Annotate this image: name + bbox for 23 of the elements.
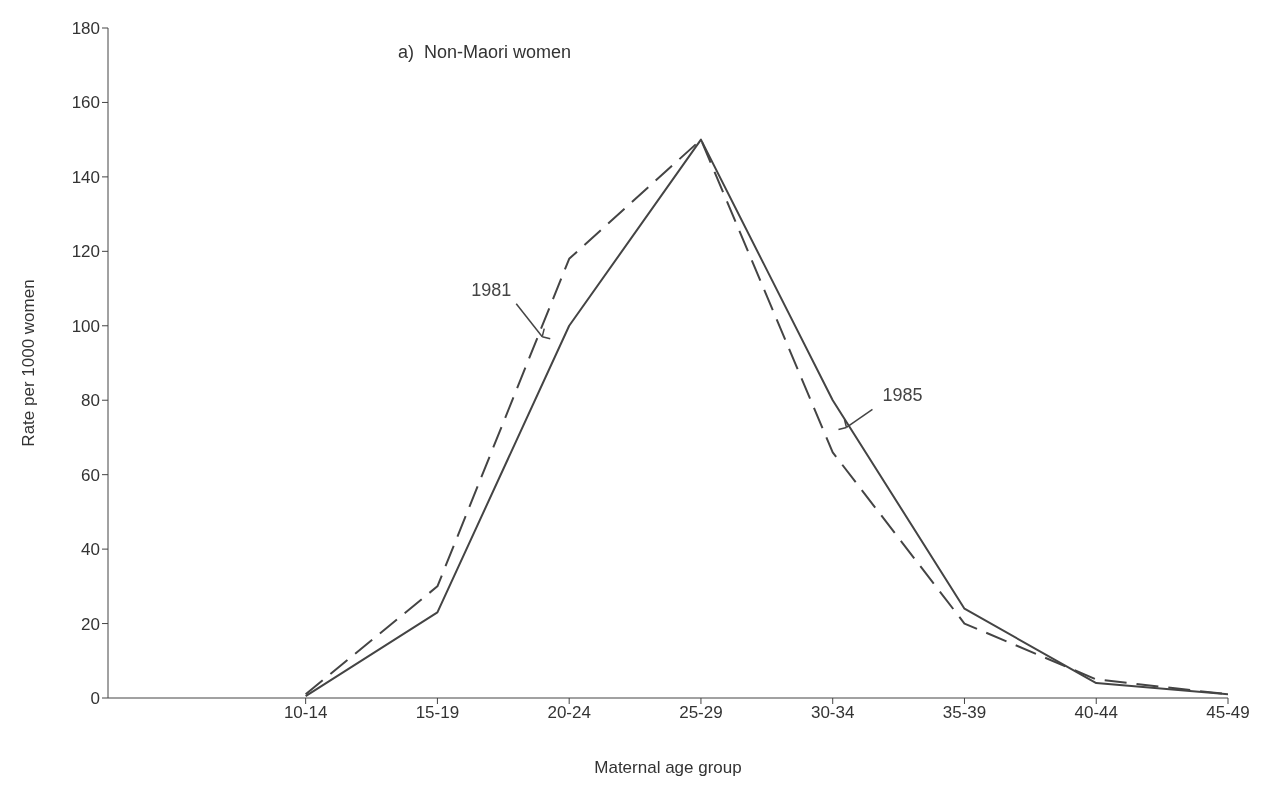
y-tick-label: 20	[81, 614, 100, 634]
y-tick-label: 60	[81, 465, 100, 485]
x-axis-title: Maternal age group	[594, 758, 742, 777]
x-tick-label: 20-24	[547, 703, 591, 723]
y-tick-label: 180	[71, 19, 100, 39]
y-axis-title: Rate per 1000 women	[19, 279, 39, 447]
x-tick-label: 40-44	[1074, 703, 1118, 723]
y-tick-label: 100	[71, 316, 100, 336]
x-tick-label: 45-49	[1206, 703, 1250, 723]
y-tick-label: 80	[81, 391, 100, 411]
y-tick-label: 120	[71, 242, 100, 262]
y-tick-label: 0	[90, 689, 100, 709]
x-tick-label: 25-29	[679, 703, 723, 723]
y-tick-label: 40	[81, 540, 100, 560]
x-tick-label: 30-34	[810, 703, 855, 723]
y-tick-label: 160	[71, 93, 100, 113]
y-tick-label: 140	[71, 167, 100, 187]
x-tick-label: 10-14	[283, 703, 328, 723]
text: a) Non-Maori women	[397, 42, 571, 62]
x-tick-label: 15-19	[415, 703, 460, 723]
text: 1985	[882, 385, 923, 406]
text: 1981	[471, 279, 512, 300]
x-tick-label: 35-39	[942, 703, 987, 723]
